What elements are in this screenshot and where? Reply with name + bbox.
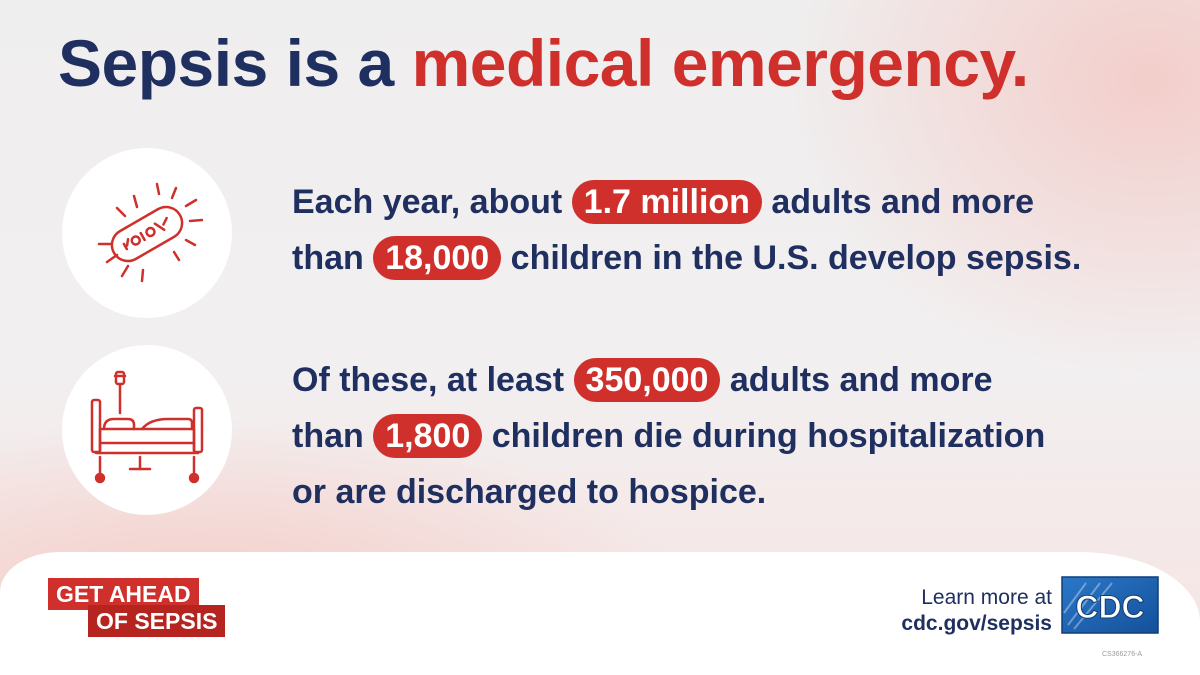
stat-text: adults and more — [761, 183, 1034, 221]
stat-highlight-pill: 1,800 — [373, 414, 483, 458]
stat-sepsis-deaths: Of these, at least 350,000 adults and mo… — [292, 352, 1045, 520]
stat-text: than — [292, 239, 374, 277]
stat-highlight-pill: 350,000 — [573, 358, 721, 402]
bacteria-icon-circle — [62, 148, 232, 318]
headline-part2: medical emergency. — [411, 26, 1030, 100]
headline: Sepsis is a medical emergency. — [58, 24, 1029, 103]
hospital-bed-icon-circle — [62, 345, 232, 515]
stat-text: adults and more — [720, 361, 993, 399]
stat-text: children in the U.S. develop sepsis. — [501, 239, 1082, 277]
stat-highlight-pill: 1.7 million — [571, 180, 762, 224]
stat-text: Each year, about — [292, 183, 572, 221]
stat-sepsis-cases: Each year, about 1.7 million adults and … — [292, 174, 1081, 286]
learn-more-label: Learn more at — [921, 586, 1052, 609]
cdc-logo-text: CDC — [1075, 589, 1144, 625]
stat-text: than — [292, 417, 374, 455]
document-code: CS366276-A — [1102, 651, 1143, 658]
stat-text: children die during hospitalization — [482, 417, 1046, 455]
learn-more-url[interactable]: cdc.gov/sepsis — [901, 612, 1052, 635]
stat-text: Of these, at least — [292, 361, 574, 399]
campaign-badge-line1: GET AHEAD — [48, 578, 199, 610]
headline-part1: Sepsis is a — [58, 26, 394, 100]
bacteria-icon — [97, 182, 204, 283]
campaign-badge-line2: OF SEPSIS — [88, 605, 226, 637]
learn-more: Learn more at cdc.gov/sepsis — [880, 585, 1052, 637]
hospital-bed-icon — [90, 370, 204, 484]
stat-text: or are discharged to hospice. — [292, 473, 767, 511]
cdc-logo: CDC — [1061, 576, 1159, 634]
stat-highlight-pill: 18,000 — [373, 236, 502, 280]
